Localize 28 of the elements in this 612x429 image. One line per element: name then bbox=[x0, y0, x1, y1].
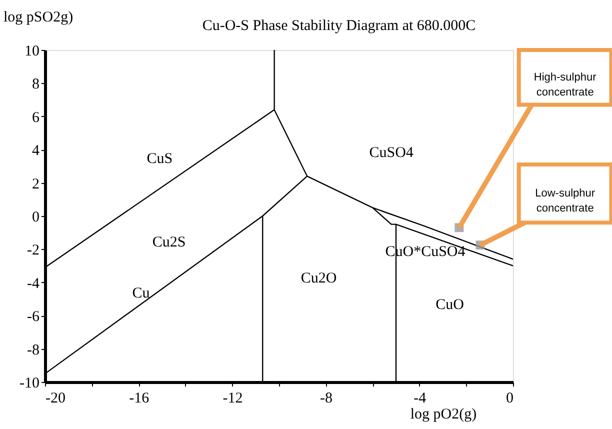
y-tick-label: 4 bbox=[32, 143, 40, 160]
y-tick-label: -2 bbox=[27, 242, 40, 259]
x-tick-label: -12 bbox=[222, 390, 243, 406]
y-tick-label: 8 bbox=[32, 76, 40, 93]
x-tick-label: 0 bbox=[506, 390, 514, 406]
x-axis-title: log pO2(g) bbox=[410, 406, 477, 422]
annotation: CuSO4 bbox=[369, 145, 414, 162]
annotation: CuS bbox=[146, 150, 173, 167]
y-tick-label: 0 bbox=[32, 210, 40, 226]
chart-title: Cu-O-S Phase Stability Diagram at 680.000C bbox=[202, 18, 476, 34]
y-axis-title: log pSO2g) bbox=[4, 10, 74, 26]
annotation: Cu2S bbox=[152, 234, 186, 251]
x-tick-label: -20 bbox=[46, 390, 66, 406]
x-tick-label: -16 bbox=[129, 390, 150, 406]
annotation: Cu bbox=[132, 285, 150, 302]
y-tick-label: 10 bbox=[24, 44, 40, 60]
y-tick-label: -10 bbox=[20, 376, 40, 392]
annotation: CuO bbox=[436, 296, 464, 313]
y-tick-label: -4 bbox=[27, 276, 40, 292]
x-tick-label: -8 bbox=[320, 390, 333, 406]
y-tick-label: 2 bbox=[32, 176, 40, 192]
y-tick-label: -6 bbox=[27, 309, 40, 326]
text: High-sulphur concentrate bbox=[534, 71, 597, 98]
annotation: Cu2O bbox=[300, 270, 337, 286]
text: Low-sulphur concentrate bbox=[535, 188, 596, 215]
x-tick-label: -4 bbox=[414, 390, 427, 406]
y-tick-label: 6 bbox=[32, 110, 40, 126]
y-tick-label: -8 bbox=[27, 342, 40, 358]
